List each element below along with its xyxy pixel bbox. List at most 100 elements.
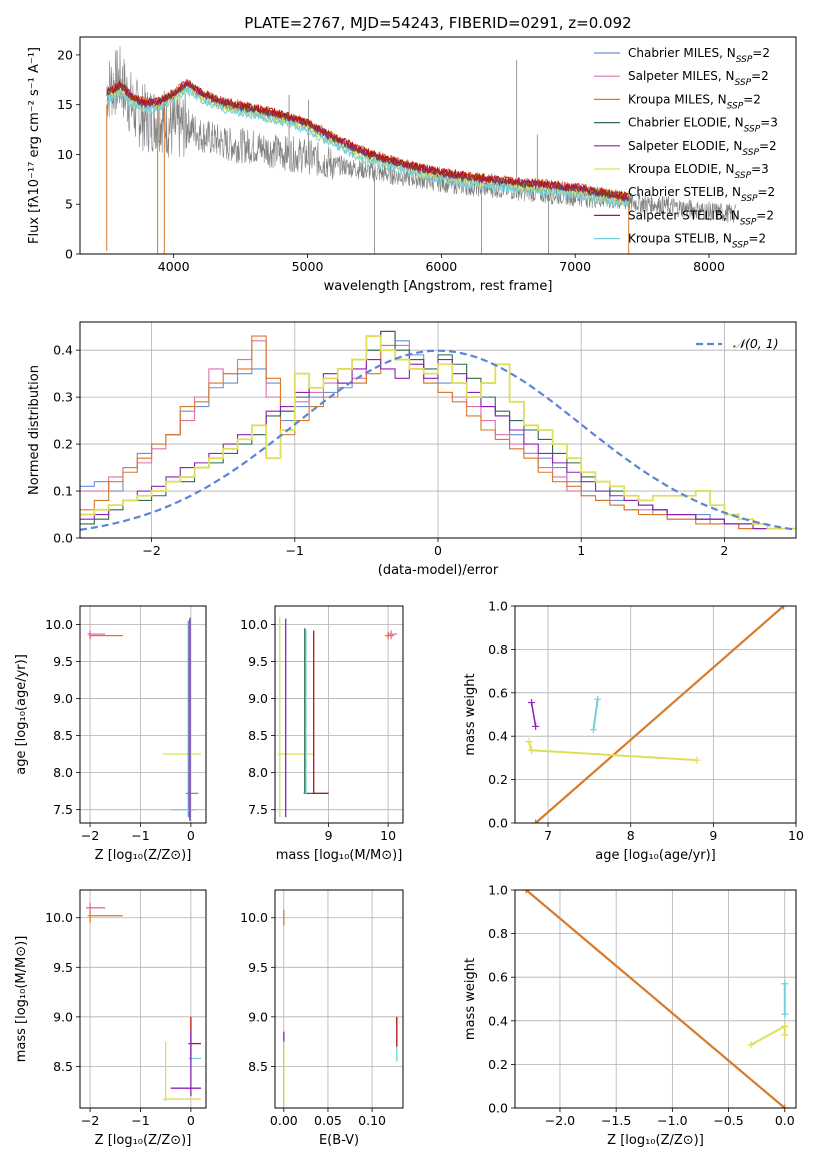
spectrum-model-salpeter_stelib [106,80,630,200]
y-tick-label: 15 [57,97,73,112]
axes-frame [79,889,207,1109]
axes-age_vs_Z: −2 −1 0 7.5 8.0 8.5 9.0 9.5 10.0 Z [log₁₀(Z/Z⊙)] a… [14,605,207,863]
y-tick-label: 0.8 [488,926,508,941]
y-tick-label: 0.4 [488,1013,508,1028]
weight-marker [532,819,540,823]
y-axis-label: mass [log₁₀(M/M⊙)] [14,936,29,1063]
weight-marker [693,756,701,764]
legend-label: Kroupa STELIB, NSSP=2 [628,232,766,251]
y-tick-label: 0.6 [488,685,508,700]
x-tick-label: 1 [577,543,585,558]
x-tick-label: 10 [380,828,396,843]
y-tick-label: 9.5 [53,654,73,669]
y-tick-label: 8.0 [53,765,73,780]
y-tick-label: 0.0 [53,531,73,546]
axes-frame [514,889,797,1109]
weight-line [531,749,697,762]
weight-marker [594,695,602,703]
y-tick-label: 10.0 [45,910,73,925]
weight-line [534,606,785,823]
x-tick-label: −1 [131,1113,149,1128]
weight-marker [528,699,536,707]
y-tick-label: 0.4 [488,729,508,744]
y-tick-label: 0.2 [53,437,73,452]
axes-mass_vs_Z: −2 −1 0 8.5 9.0 9.5 10.0 Z [log₁₀(Z/Z⊙)] mass [l… [14,889,207,1148]
x-tick-label: 10 [788,828,804,843]
x-tick-label: −2.0 [545,1113,575,1128]
y-axis-label: mass weight [463,958,478,1040]
plot-area-weight_vs_Z [522,890,789,1108]
y-tick-label: 8.5 [248,1059,268,1074]
axes-frame [274,889,404,1109]
plot-area-spectrum [106,46,736,254]
axes-age_vs_mass: 9 10 7.5 8.0 8.5 9.0 9.5 10.0 mass [log₁₀(M/M⊙)] [240,605,404,863]
legend-label: 𝒩(0, 1) [733,336,779,351]
axes-frame [79,321,797,539]
axes-spectrum: 4000 5000 6000 7000 8000 0 5 10 15 20 wavelength [… [27,36,797,294]
legend-label: Salpeter MILES, NSSP=2 [628,69,769,88]
y-tick-label: 0.3 [53,390,73,405]
x-tick-label: 0 [187,1113,195,1128]
axes-frame [79,36,797,255]
y-tick-label: 7.5 [53,802,73,817]
axes-weight_vs_age: 7 8 9 10 0.0 0.2 0.4 0.6 0.8 1.0 age [log₁₀(age/yr… [463,599,804,864]
plot-area-mass_vs_ebv [283,909,398,1107]
legend-label: Kroupa MILES, NSSP=2 [628,92,761,111]
y-tick-label: 8.5 [53,1059,73,1074]
x-tick-label: −1 [131,828,149,843]
plot-area-mass_vs_Z [86,902,201,1102]
weight-marker [528,746,536,754]
x-axis-label: mass [log₁₀(M/M⊙)] [276,848,403,863]
x-tick-label: 2 [720,543,728,558]
x-tick-label: −0.5 [713,1113,743,1128]
y-tick-label: 1.0 [488,883,508,898]
x-tick-label: 0.00 [270,1113,298,1128]
plot-area-age_vs_Z [87,617,201,821]
y-tick-label: 0.0 [488,816,508,831]
y-tick-label: 9.5 [53,960,73,975]
x-tick-label: 7 [544,828,552,843]
x-axis-label: Z [log₁₀(Z/Z⊙)] [95,1133,192,1148]
weight-marker [747,1041,755,1049]
spectrum-model-chabrier_stelib [106,79,630,203]
axes-frame [79,605,207,824]
y-tick-label: 0 [65,247,73,262]
plot-area-residuals [80,330,796,531]
y-tick-label: 9.0 [248,691,268,706]
y-tick-label: 9.0 [248,1009,268,1024]
legend-label: Salpeter ELODIE, NSSP=2 [628,139,777,158]
legend-label: Chabrier MILES, NSSP=2 [628,46,770,65]
axes-weight_vs_Z: −2.0 −1.5 −1.0 −0.5 0.0 0.0 0.2 0.4 0.6 0.8 1.0 Z [… [463,883,797,1148]
axes-mass_vs_ebv: 0.00 0.05 0.10 8.5 9.0 9.5 10.0 E(B-V) [240,889,404,1148]
y-tick-label: 20 [57,47,73,62]
x-axis-label: (data-model)/error [378,563,499,578]
weight-marker [781,1010,789,1018]
legend-label: Chabrier ELODIE, NSSP=3 [628,116,778,135]
y-tick-label: 9.0 [53,1009,73,1024]
weight-marker [781,1022,789,1030]
x-tick-label: 6000 [425,259,457,274]
y-tick-label: 10.0 [240,617,268,632]
x-axis-label: Z [log₁₀(Z/Z⊙)] [607,1133,704,1148]
y-tick-label: 0.1 [53,484,73,499]
normal-curve [80,349,796,531]
y-tick-label: 8.0 [248,765,268,780]
weight-marker [532,722,540,730]
weight-marker [781,1104,789,1108]
y-tick-label: 8.5 [53,728,73,743]
x-axis-label: wavelength [Angstrom, rest frame] [324,279,553,294]
y-tick-label: 10.0 [45,617,73,632]
histogram-series [80,359,796,530]
y-tick-label: 10.0 [240,910,268,925]
x-tick-label: −1.5 [601,1113,631,1128]
x-tick-label: 0.05 [314,1113,342,1128]
legend-label: Chabrier STELIB, NSSP=2 [628,185,775,204]
y-axis-label: mass weight [463,673,478,755]
x-tick-label: 9 [709,828,717,843]
legend-label: Kroupa ELODIE, NSSP=3 [628,162,769,181]
weight-marker [525,738,533,746]
figure-title: PLATE=2767, MJD=54243, FIBERID=0291, z=0… [244,14,631,32]
x-tick-label: 8 [627,828,635,843]
x-tick-label: 8000 [693,259,725,274]
